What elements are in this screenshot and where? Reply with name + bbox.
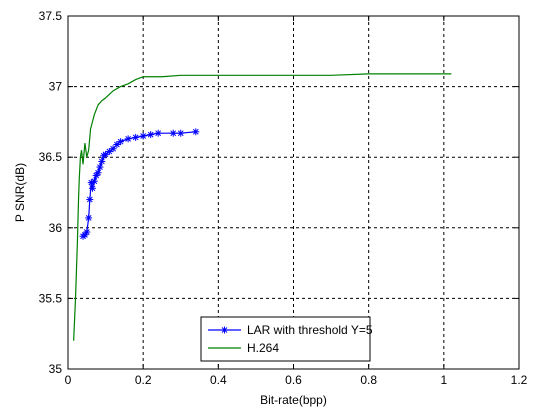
y-axis-label: P SNR(dB) (13, 163, 27, 222)
y-tick-label: 37.5 (39, 9, 63, 23)
x-tick-label: 0.2 (135, 373, 152, 387)
data-point-lar (113, 140, 121, 148)
series-line-h264 (73, 73, 452, 341)
data-point-lar (85, 214, 93, 222)
data-point-lar (90, 177, 98, 185)
axis-ticks: 0 0.2 0.4 0.6 0.8 1 1.2 35 35.5 36 36.5 37 37.5 (39, 9, 528, 387)
data-point-lar (96, 163, 104, 171)
series-layer (73, 73, 452, 341)
legend-label-h264: H.264 (247, 341, 279, 355)
data-point-lar (117, 138, 125, 146)
x-tick-label: 1 (440, 373, 447, 387)
data-point-lar (94, 169, 102, 177)
y-tick-label: 35.5 (39, 291, 63, 305)
data-point-lar (132, 133, 140, 141)
data-point-lar (124, 135, 132, 143)
data-point-lar (86, 196, 94, 204)
data-point-lar (109, 145, 117, 153)
data-point-lar (139, 132, 147, 140)
data-point-lar (177, 129, 185, 137)
y-tick-label: 36 (49, 221, 63, 235)
data-point-lar (102, 150, 110, 158)
legend-label-lar: LAR with threshold Y=5 (247, 323, 373, 337)
data-point-lar (154, 129, 162, 137)
legend-box (200, 316, 371, 362)
data-point-lar (105, 148, 113, 156)
data-point-lar (87, 179, 95, 187)
x-tick-label: 0 (65, 373, 72, 387)
y-tick-label: 37 (49, 80, 63, 94)
x-tick-label: 0.8 (360, 373, 377, 387)
grid-lines (68, 16, 519, 369)
legend: LAR with threshold Y=5 H.264 (200, 316, 373, 362)
data-point-lar (88, 184, 96, 192)
x-tick-label: 0.6 (285, 373, 302, 387)
data-point-lar (83, 228, 91, 236)
x-tick-label: 1.2 (511, 373, 528, 387)
x-tick-label: 0.4 (210, 373, 227, 387)
data-point-lar (147, 131, 155, 139)
data-point-lar (192, 128, 200, 136)
y-tick-label: 36.5 (39, 150, 63, 164)
legend-marker-lar (221, 326, 228, 334)
x-axis-label: Bit-rate(bpp) (260, 393, 327, 407)
y-tick-label: 35 (49, 362, 63, 376)
data-point-lar (169, 129, 177, 137)
data-point-lar (98, 157, 106, 165)
